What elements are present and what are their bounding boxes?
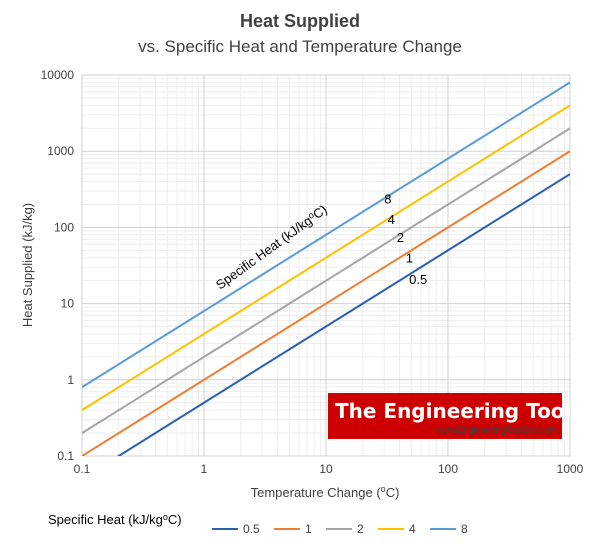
legend-label: 1 (305, 522, 312, 536)
series-line-4 (82, 104, 570, 411)
y-axis-label: Heat Supplied (kJ/kg) (20, 203, 35, 327)
x-axis-label: Temperature Change (oC) (251, 484, 400, 500)
series-annotation-label: 4 (388, 212, 395, 227)
legend-label: 8 (461, 522, 468, 536)
y-tick-label: 1 (67, 373, 74, 387)
series-line-0-5 (116, 173, 570, 456)
series-line-1 (82, 150, 570, 456)
legend-label: 2 (357, 522, 364, 536)
specific-heat-annotation: Specific Heat (kJ/kgoC) (213, 202, 330, 293)
legend-label: 4 (409, 522, 416, 536)
series-annotation-label: 0.5 (409, 272, 427, 287)
series-line-2 (82, 127, 570, 434)
watermark: The Engineering ToolBox www.EngineeringT… (328, 393, 600, 439)
watermark-box (328, 393, 562, 439)
x-tick-label: 0.1 (74, 462, 91, 476)
y-tick-label: 1000 (47, 144, 74, 158)
series-annotation-label: 8 (384, 191, 391, 206)
series-line-8 (82, 81, 570, 389)
legend-title: Specific Heat (kJ/kgoC) (48, 512, 182, 527)
legend-label: 0.5 (243, 522, 260, 536)
watermark-url: www.EngineeringToolBox.com (435, 425, 557, 435)
x-tick-label: 1000 (557, 462, 584, 476)
grid (81, 74, 571, 457)
y-tick-label: 0.1 (57, 449, 74, 463)
x-tick-label: 100 (438, 462, 458, 476)
legend: 0.5 1 2 4 8 (212, 522, 468, 536)
chart-title: Heat Supplied (240, 11, 360, 31)
tick-labels: 0.1 1 10 100 1000 0.1 1 10 100 1000 10000 (41, 68, 584, 476)
x-tick-label: 10 (319, 462, 333, 476)
series-annotation-label: 1 (406, 251, 413, 266)
y-tick-label: 100 (54, 220, 74, 234)
y-tick-label: 10 (61, 297, 75, 311)
series-lines (82, 81, 570, 456)
series-annotations: 8 421 0.5 (384, 191, 427, 287)
chart-subtitle: vs. Specific Heat and Temperature Change (138, 37, 462, 56)
y-tick-label: 10000 (41, 68, 75, 82)
x-tick-label: 1 (201, 462, 208, 476)
watermark-name: The Engineering ToolBox (335, 399, 600, 423)
series-annotation-label: 2 (397, 230, 404, 245)
